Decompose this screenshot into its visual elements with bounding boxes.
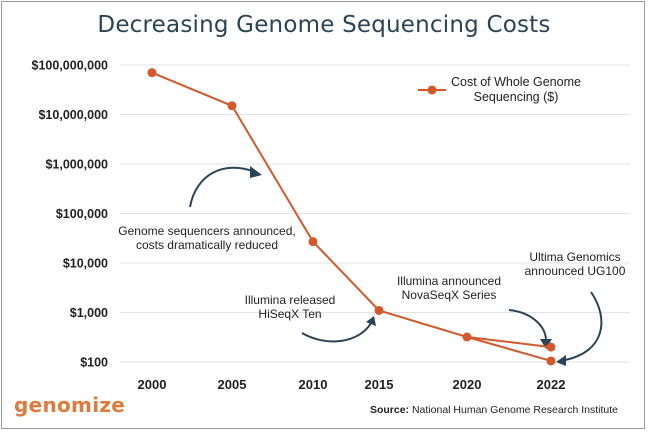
x-tick-label: 2020 [453, 377, 482, 392]
arrow-novaseqx [508, 309, 547, 342]
arrow-sequencers [189, 166, 256, 208]
annotation-hiseqx-line2: HiSeqX Ten [258, 307, 321, 321]
annotation-sequencers-line2: costs dramatically reduced [136, 238, 278, 252]
data-point [546, 356, 556, 366]
annotation-ug100-line2: announced UG100 [525, 264, 626, 278]
series-line [151, 71, 552, 349]
source-note: Source: National Human Genome Research I… [370, 404, 618, 416]
x-tick-label: 2015 [365, 377, 394, 392]
source-text: National Human Genome Research Institute [411, 404, 618, 416]
annotation-novaseqx-line1: Illumina announced [397, 274, 501, 288]
x-tick-label: 2005 [218, 377, 247, 392]
series-line-branch [466, 336, 552, 362]
arrow-hiseqx [301, 322, 372, 343]
data-point [546, 342, 556, 352]
annotation-sequencers: Genome sequencers announced, costs drama… [118, 224, 295, 252]
x-axis-ticks: 2000 2005 2010 2015 2020 2022 [138, 377, 566, 392]
data-point [308, 237, 318, 247]
x-tick-label: 2000 [138, 377, 167, 392]
annotation-novaseqx: Illumina announced NovaSeqX Series [397, 274, 501, 302]
arrow-sequencers-head [250, 166, 262, 178]
y-tick-label: $100,000 [56, 207, 108, 221]
annotation-hiseqx: Illumina released HiSeqX Ten [245, 293, 336, 321]
annotation-sequencers-line1: Genome sequencers announced, [118, 224, 295, 238]
y-tick-label: $100,000,000 [32, 59, 109, 73]
data-point [147, 68, 157, 78]
annotation-ug100-line1: Ultima Genomics [529, 250, 620, 264]
legend-label-line1: Cost of Whole Genome [451, 75, 581, 89]
legend-marker [427, 85, 437, 95]
data-point [462, 332, 472, 342]
y-tick-label: $100 [80, 356, 108, 370]
annotation-hiseqx-line1: Illumina released [245, 293, 336, 307]
grid-lines [120, 64, 630, 363]
y-tick-label: $1,000,000 [45, 158, 108, 172]
arrow-hiseqx-head [366, 316, 376, 326]
arrow-novaseqx-head [540, 339, 552, 349]
arrow-ug100 [564, 291, 603, 361]
x-tick-label: 2022 [537, 377, 566, 392]
arrow-ug100-head [556, 355, 566, 366]
annotation-novaseqx-line2: NovaSeqX Series [402, 288, 497, 302]
legend-label-line2: Sequencing ($) [474, 90, 559, 104]
y-tick-label: $10,000 [63, 257, 108, 271]
data-point [227, 101, 237, 111]
source-label: Source: [369, 404, 410, 416]
annotation-arrows [189, 166, 603, 366]
y-axis-ticks: $100,000,000 $10,000,000 $1,000,000 $100,00… [32, 59, 109, 370]
data-point [374, 305, 384, 315]
chart-title: Decreasing Genome Sequencing Costs [97, 12, 551, 38]
series-cost [147, 68, 556, 366]
genomize-logo: genomize [14, 393, 126, 417]
x-tick-label: 2010 [299, 377, 328, 392]
y-tick-label: $10,000,000 [38, 108, 108, 122]
annotation-ug100: Ultima Genomics announced UG100 [525, 250, 626, 278]
legend: Cost of Whole Genome Sequencing ($) [418, 75, 581, 104]
y-tick-label: $1,000 [70, 306, 108, 320]
